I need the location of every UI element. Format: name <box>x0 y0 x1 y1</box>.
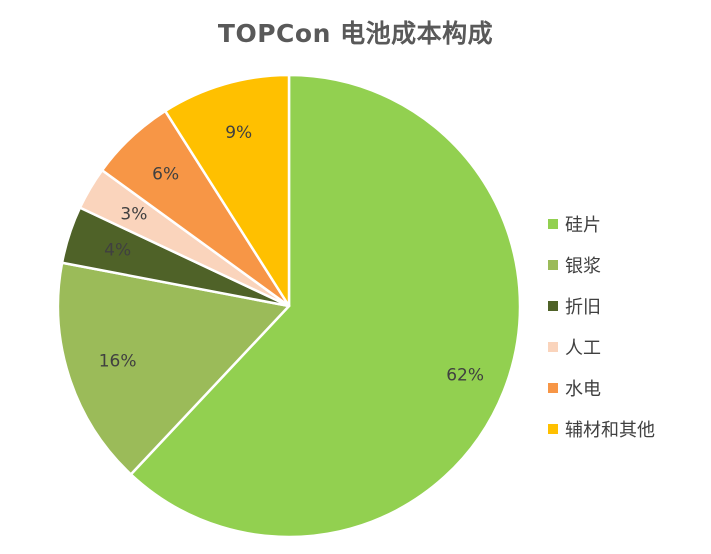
legend-item-5: 辅材和其他 <box>548 408 655 449</box>
chart-title: TOPCon 电池成本构成 <box>217 19 494 48</box>
legend-swatch <box>548 341 558 352</box>
data-label-0: 62% <box>446 366 484 386</box>
legend-label: 硅片 <box>565 214 601 236</box>
pie-slice-5 <box>163 73 291 308</box>
legend-item-2: 折旧 <box>548 285 655 326</box>
legend-swatch <box>548 218 558 229</box>
legend-label: 折旧 <box>565 296 601 318</box>
legend-label: 水电 <box>565 378 601 400</box>
legend-label: 辅材和其他 <box>565 419 655 441</box>
legend-label: 银浆 <box>565 255 601 277</box>
legend-swatch <box>548 300 558 311</box>
pie-slice-0 <box>129 73 522 539</box>
legend-item-0: 硅片 <box>548 203 655 244</box>
legend-item-3: 人工 <box>548 326 655 367</box>
legend-label: 人工 <box>565 337 601 359</box>
legend-swatch <box>548 423 558 434</box>
legend-item-4: 水电 <box>548 367 655 408</box>
data-label-5: 9% <box>225 123 252 143</box>
pie-slice-1 <box>56 261 291 476</box>
legend-swatch <box>548 259 558 270</box>
legend: 硅片银浆折旧人工水电辅材和其他 <box>548 203 655 449</box>
legend-item-1: 银浆 <box>548 244 655 285</box>
data-label-3: 3% <box>120 204 147 224</box>
data-label-1: 16% <box>99 352 137 372</box>
legend-swatch <box>548 382 558 393</box>
data-label-4: 6% <box>152 165 179 185</box>
data-label-2: 4% <box>104 240 131 260</box>
